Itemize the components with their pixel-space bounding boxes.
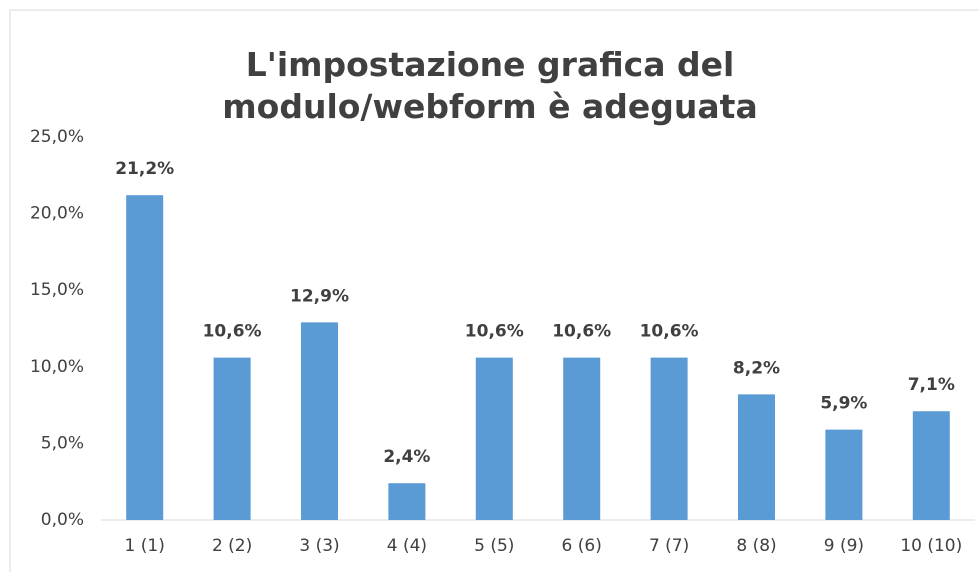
data-label: 10,6% [552,322,611,342]
bar [475,357,513,520]
data-label: 21,2% [115,159,174,179]
x-tick-label: 1 (1) [125,536,165,556]
bar [213,357,251,520]
data-label: 10,6% [465,322,524,342]
y-tick-label: 25,0% [30,127,84,147]
data-label: 5,9% [820,394,867,414]
data-label: 8,2% [733,358,780,378]
y-tick-label: 0,0% [41,510,84,530]
x-tick-label: 5 (5) [474,536,514,556]
x-tick-label: 6 (6) [562,536,602,556]
bar [563,357,601,520]
bar [301,322,338,520]
x-tick-label: 7 (7) [649,536,689,556]
y-tick-label: 10,0% [30,357,84,377]
data-label: 2,4% [383,447,430,467]
x-tick-label: 2 (2) [212,536,252,556]
bar [912,411,950,520]
chart-title: L'impostazione grafica del modulo/webfor… [222,45,758,126]
x-tick-label: 8 (8) [736,536,776,556]
data-label: 10,6% [203,322,262,342]
data-label: 7,1% [908,375,955,395]
bar [825,429,863,520]
chart-border [9,9,979,572]
y-tick-label: 5,0% [41,433,84,453]
x-tick-label: 3 (3) [299,536,339,556]
y-tick-label: 20,0% [30,204,84,224]
bar [738,394,775,520]
x-tick-label: 4 (4) [387,536,427,556]
bar [388,483,426,520]
x-tick-label: 10 (10) [900,536,962,556]
data-label: 10,6% [640,322,699,342]
bar [126,195,164,520]
x-tick-label: 9 (9) [824,536,864,556]
bar [650,357,688,520]
data-label: 12,9% [290,286,349,306]
y-tick-label: 15,0% [30,280,84,300]
